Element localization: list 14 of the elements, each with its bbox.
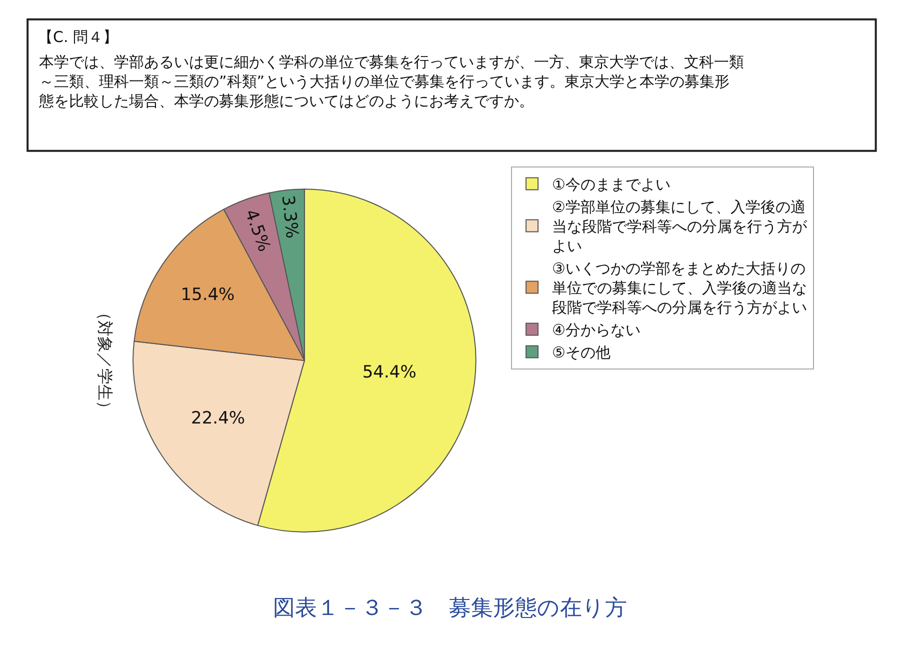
data-label: 3.3% [277,194,302,240]
legend-label: ③いくつかの学部をまとめた大括りの単位での募集にして、入学後の適当な段階で学科等への分属を行う方がよい [552,260,808,317]
text: 図表１－３－３ 募集形態の在り方 [273,596,627,621]
legend-label: ④分からない [552,321,640,340]
text: 本学では、学部あるいは更に細かく学科の単位で募集を行っていますが、一方、東京大学では、文科一類～三類、理科一類～三類の”科類”という大括りの単位で募集を行っています。東京大学と本学の募集形態を比較した場合、本学の募集形態についてはどのようにお考えですか。 [38,53,744,110]
data-label: 22.4% [191,408,246,429]
data-label: 15.4% [180,284,235,305]
text: （対象／学生） [96,304,115,417]
chart-subtitle: 【C. 問４】 [38,28,118,46]
legend-label: ⑤その他 [552,344,610,362]
data-label: 54.4% [362,362,416,382]
legend-label: ②学部単位の募集にして、入学後の適当な段階で学科等への分属を行う方がよい [552,198,808,256]
legend-label: ①今のままでよい [552,176,670,194]
data-label: 4.5% [240,206,274,254]
